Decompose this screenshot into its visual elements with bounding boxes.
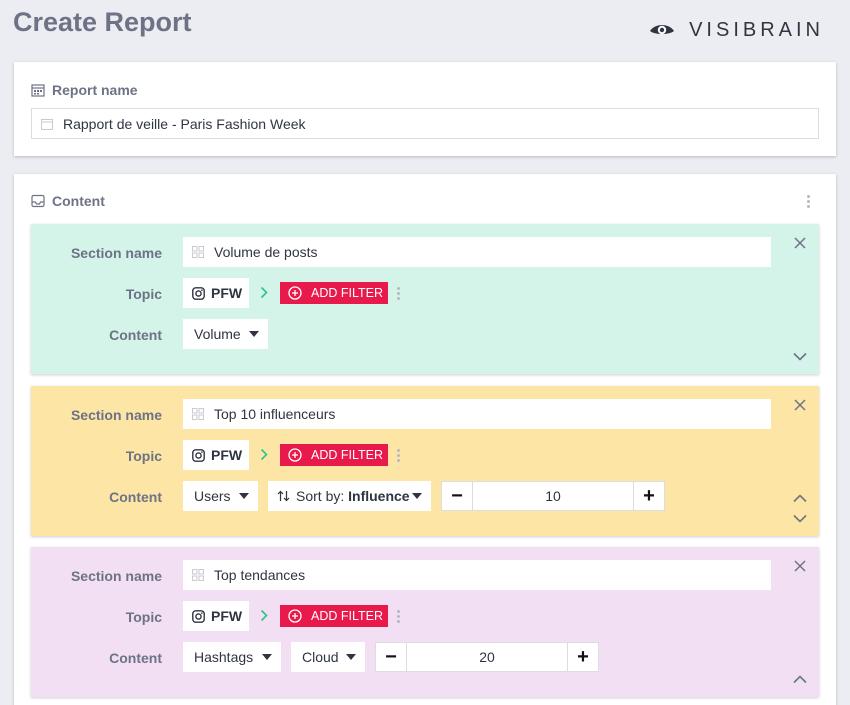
display-select[interactable]: Cloud xyxy=(291,642,365,672)
caret-down-icon xyxy=(346,654,356,660)
section-name-label: Section name xyxy=(70,568,162,584)
content-label: Content xyxy=(52,193,105,209)
brand-logo: VISIBRAIN xyxy=(649,19,824,42)
content-type-label: Content xyxy=(109,489,162,505)
increment-button[interactable]: + xyxy=(567,642,599,672)
display-value: Cloud xyxy=(302,649,339,665)
sort-prefix: Sort by: xyxy=(296,488,349,504)
chevron-right-icon xyxy=(260,286,268,299)
add-filter-label: ADD FILTER xyxy=(311,286,383,300)
plus-circle-icon xyxy=(288,286,302,300)
caret-down-icon xyxy=(262,654,272,660)
calendar-icon xyxy=(31,84,45,97)
count-input[interactable]: 10 xyxy=(473,481,633,511)
decrement-button[interactable]: − xyxy=(441,481,473,511)
brand-name: VISIBRAIN xyxy=(689,19,824,41)
section-name-input[interactable]: Top 10 influenceurs xyxy=(183,399,771,429)
plus-circle-icon xyxy=(288,448,302,462)
content-type-select[interactable]: Users xyxy=(183,481,258,511)
topic-label: Topic xyxy=(125,609,162,625)
plus-circle-icon xyxy=(288,609,302,623)
caret-down-icon xyxy=(239,493,249,499)
report-name-label: Report name xyxy=(52,82,138,98)
section-trends: Section name Top tendances Topic PFW ADD… xyxy=(31,547,819,697)
page-title: Create Report xyxy=(13,7,192,37)
sort-icon xyxy=(277,490,290,502)
content-type-label: Content xyxy=(109,327,162,343)
section-name-input[interactable]: Top tendances xyxy=(183,560,771,590)
increment-button[interactable]: + xyxy=(633,481,665,511)
topic-value: PFW xyxy=(211,285,243,301)
filter-menu-icon[interactable] xyxy=(397,287,400,300)
section-influencers: Section name Top 10 influenceurs Topic P… xyxy=(31,386,819,536)
topic-chip[interactable]: PFW xyxy=(183,440,249,470)
section-volume: Section name Volume de posts Topic PFW A… xyxy=(31,224,819,374)
add-filter-button[interactable]: ADD FILTER xyxy=(280,444,388,466)
chevron-down-icon[interactable] xyxy=(793,514,807,523)
decrement-button[interactable]: − xyxy=(375,642,407,672)
section-name-value: Top 10 influenceurs xyxy=(214,406,336,422)
grid-icon xyxy=(192,569,204,581)
caret-down-icon xyxy=(249,331,259,337)
add-filter-button[interactable]: ADD FILTER xyxy=(280,605,388,627)
close-icon[interactable] xyxy=(793,398,807,412)
topic-value: PFW xyxy=(211,447,243,463)
topic-value: PFW xyxy=(211,608,243,624)
report-name-card: Report name Rapport de veille - Paris Fa… xyxy=(14,62,836,156)
content-header: Content xyxy=(31,193,105,209)
content-type-value: Volume xyxy=(194,326,241,342)
inbox-icon xyxy=(31,194,45,208)
content-type-label: Content xyxy=(109,650,162,666)
sort-select[interactable]: Sort by: Influence xyxy=(268,481,431,511)
filter-menu-icon[interactable] xyxy=(397,610,400,623)
add-filter-button[interactable]: ADD FILTER xyxy=(280,282,388,304)
grid-icon xyxy=(192,408,204,420)
topic-label: Topic xyxy=(125,448,162,464)
instagram-icon xyxy=(192,609,205,623)
caret-down-icon xyxy=(412,493,422,499)
section-name-label: Section name xyxy=(70,245,162,261)
content-type-select[interactable]: Hashtags xyxy=(183,642,281,672)
chevron-up-icon[interactable] xyxy=(793,675,807,684)
chevron-right-icon xyxy=(260,448,268,461)
content-menu-icon[interactable] xyxy=(807,195,810,208)
sort-value: Influence xyxy=(348,488,410,504)
count-input[interactable]: 20 xyxy=(407,642,567,672)
content-type-value: Hashtags xyxy=(194,649,254,665)
section-name-label: Section name xyxy=(70,407,162,423)
chevron-down-icon[interactable] xyxy=(793,352,807,361)
section-name-value: Volume de posts xyxy=(214,244,318,260)
grid-icon xyxy=(192,246,204,258)
filter-menu-icon[interactable] xyxy=(397,449,400,462)
instagram-icon xyxy=(192,448,205,462)
content-card: Content Section name Volume de posts Top… xyxy=(14,174,836,705)
topic-chip[interactable]: PFW xyxy=(183,601,249,631)
close-icon[interactable] xyxy=(793,236,807,250)
instagram-icon xyxy=(192,286,205,300)
count-stepper: − 20 + xyxy=(375,642,599,672)
add-filter-label: ADD FILTER xyxy=(311,609,383,623)
section-name-input[interactable]: Volume de posts xyxy=(183,237,771,267)
topic-chip[interactable]: PFW xyxy=(183,278,249,308)
calendar-icon xyxy=(41,118,53,130)
count-stepper: − 10 + xyxy=(441,481,665,511)
close-icon[interactable] xyxy=(793,559,807,573)
eye-icon xyxy=(650,24,675,34)
content-type-value: Users xyxy=(194,488,231,504)
section-name-value: Top tendances xyxy=(214,567,306,583)
chevron-right-icon xyxy=(260,609,268,622)
topic-label: Topic xyxy=(125,286,162,302)
chevron-up-icon[interactable] xyxy=(793,494,807,503)
report-name-header: Report name xyxy=(31,82,138,98)
content-type-select[interactable]: Volume xyxy=(183,319,268,349)
add-filter-label: ADD FILTER xyxy=(311,448,383,462)
report-name-value: Rapport de veille - Paris Fashion Week xyxy=(63,115,306,132)
report-name-input[interactable]: Rapport de veille - Paris Fashion Week xyxy=(31,108,819,139)
